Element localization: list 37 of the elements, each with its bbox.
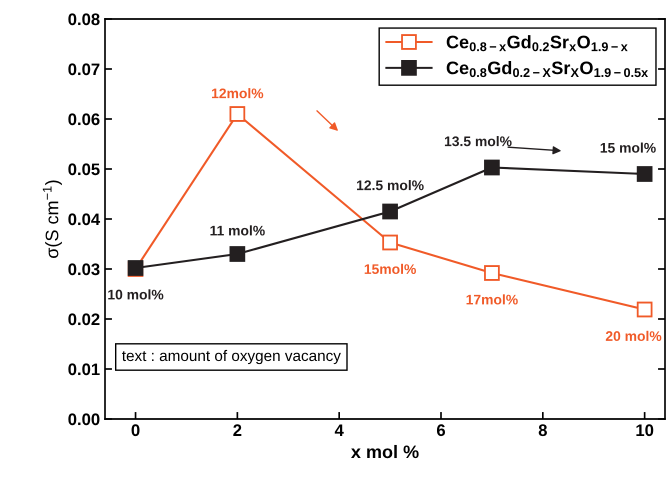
point <box>636 166 652 182</box>
y-tick-label: 0.02 <box>68 313 100 326</box>
point <box>382 204 398 220</box>
annotation: 10 mol% <box>108 289 164 300</box>
annotation: 15 mol% <box>600 142 656 153</box>
annotation: 12.5 mol% <box>357 180 424 190</box>
annotation: 20 mol% <box>606 330 662 342</box>
annotation: 13.5 mol% <box>444 136 512 146</box>
annotation: 11 mol% <box>210 225 265 236</box>
y-tick-label: 0.05 <box>68 163 100 176</box>
x-tick-label: 0 <box>132 424 140 436</box>
x-tick-label: 8 <box>538 424 547 436</box>
y-tick-label: 0.00 <box>68 413 100 426</box>
point <box>230 246 246 262</box>
x-tick-label: 6 <box>436 424 446 436</box>
x-axis-title: x mol % <box>351 444 419 458</box>
annotation: 15mol% <box>364 264 416 274</box>
y-tick-label: 0.01 <box>68 363 100 376</box>
legend-label: Ce$_{0.8}$Gd$_{0.2−X}$Sr$_{X}$O$_{1.9−0.5x}$ <box>446 61 648 78</box>
x-tick-label: 2 <box>233 424 242 436</box>
point <box>230 106 246 122</box>
annotation: 17mol% <box>466 294 518 305</box>
y-tick-label: 0.08 <box>68 13 100 26</box>
y-axis-title: σ(S cm$^{−1}$) <box>42 180 62 258</box>
point <box>636 302 652 318</box>
annotation: text : amount of oxygen vacancy <box>122 350 341 364</box>
y-tick-label: 0.07 <box>68 63 100 76</box>
point <box>382 234 398 250</box>
annotation: 12mol% <box>212 88 264 98</box>
y-tick-label: 0.06 <box>68 113 100 126</box>
y-tick-label: 0.03 <box>68 263 100 276</box>
x-tick-label: 4 <box>334 424 344 436</box>
point <box>484 160 500 176</box>
x-tick-label: 10 <box>636 424 654 436</box>
point <box>484 265 500 281</box>
legend-label: Ce$_{0.8−x}$Gd$_{0.2}$Sr$_{x}$O$_{1.9−x}$ <box>446 35 628 52</box>
y-tick-label: 0.04 <box>68 213 100 226</box>
